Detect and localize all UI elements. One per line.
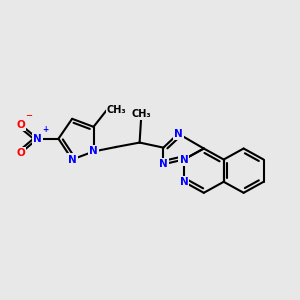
- Text: N: N: [89, 146, 98, 157]
- Text: CH₃: CH₃: [131, 109, 151, 119]
- Text: N: N: [179, 154, 188, 164]
- Text: O: O: [16, 120, 25, 130]
- Text: −: −: [25, 111, 32, 120]
- Text: N: N: [33, 134, 42, 144]
- Text: CH₃: CH₃: [107, 105, 127, 115]
- Text: N: N: [179, 177, 188, 187]
- Text: N: N: [159, 159, 168, 169]
- Text: N: N: [68, 154, 76, 164]
- Text: +: +: [42, 125, 48, 134]
- Text: N: N: [174, 129, 183, 139]
- Text: O: O: [16, 148, 25, 158]
